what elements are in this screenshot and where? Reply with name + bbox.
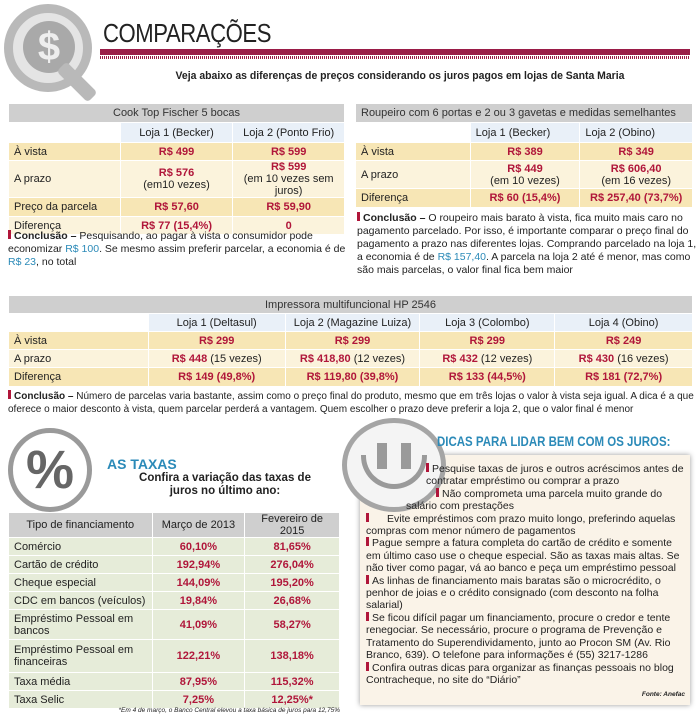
table-row: À vista R$ 389 R$ 349 bbox=[355, 142, 693, 161]
table-row: CDC em bancos (veículos) 19,84% 26,68% bbox=[8, 591, 340, 610]
table-title: Roupeiro com 6 portas e 2 ou 3 gavetas e… bbox=[355, 103, 693, 123]
table-row: Diferença R$ 77 (15,4%) 0 bbox=[8, 216, 345, 235]
store-header: Loja 1 (Becker) bbox=[469, 122, 581, 143]
table-row: Empréstimo Pessoal em bancos 41,09% 58,27% bbox=[8, 609, 340, 640]
list-item: As linhas de financiamento mais baratas … bbox=[366, 574, 661, 612]
title-rule bbox=[100, 49, 690, 55]
store-header: Loja 2 (Magazine Luiza) bbox=[284, 313, 421, 332]
title-stripe bbox=[100, 56, 690, 59]
table-row: Cheque especial 144,09% 195,20% bbox=[8, 573, 340, 592]
source: Fonte: Anefac bbox=[641, 691, 685, 698]
store-header: Loja 1 (Becker) bbox=[119, 122, 234, 143]
list-item: Pague sempre a fatura completa do cartão… bbox=[366, 537, 680, 575]
table-row: Comércio 60,10% 81,65% bbox=[8, 537, 340, 556]
list-item: Se ficou difícil pagar um financiamento,… bbox=[366, 611, 671, 662]
page-subtitle: Veja abaixo as diferenças de preços cons… bbox=[175, 70, 625, 82]
cooktop-conclusion: Conclusão – Pesquisando, ao pagar à vist… bbox=[8, 230, 346, 268]
store-header: Loja 2 (Ponto Frio) bbox=[232, 122, 345, 143]
list-item: Não comprometa uma parcela muito grande … bbox=[406, 487, 663, 513]
table-row: Cartão de crédito 192,94% 276,04% bbox=[8, 555, 340, 574]
table-row: A prazo R$ 449 (em 10 vezes) R$ 606,40 (em… bbox=[355, 160, 693, 189]
table-title: Cook Top Fischer 5 bocas bbox=[8, 103, 345, 123]
table-row: Taxa média 87,95% 115,32% bbox=[8, 672, 340, 691]
table-row: Diferença R$ 60 (15,4%) R$ 257,40 (73,7%) bbox=[355, 188, 693, 208]
impressora-table: Impressora multifuncional HP 2546 Loja 1… bbox=[8, 295, 693, 387]
roupeiro-table: Roupeiro com 6 portas e 2 ou 3 gavetas e… bbox=[355, 103, 693, 208]
list-item: Confira outras dicas para organizar as f… bbox=[366, 661, 674, 686]
taxas-table: Tipo de financiamento Março de 2013 Fevere… bbox=[8, 512, 340, 709]
list-item: Pesquise taxas de juros e outros acrésci… bbox=[426, 463, 684, 488]
table-row: Empréstimo Pessoal em financeiras 122,21%… bbox=[8, 639, 340, 673]
store-header: Loja 3 (Colombo) bbox=[419, 313, 556, 332]
dicas-title: DICAS PARA LIDAR BEM COM OS JUROS: bbox=[437, 433, 671, 449]
table-row: À vista R$ 499 R$ 599 bbox=[8, 142, 345, 161]
page-title: COMPARAÇÕES bbox=[103, 18, 272, 48]
table-row: Diferença R$ 149 (49,8%) R$ 119,80 (39,8%… bbox=[8, 367, 693, 387]
table-row: Taxa Selic 7,25% 12,25%* bbox=[8, 690, 340, 709]
cooktop-table: Cook Top Fischer 5 bocas Loja 1 (Becker)… bbox=[8, 103, 345, 235]
taxas-subtitle: Confira a variação das taxas de juros no… bbox=[139, 472, 311, 497]
store-header: Loja 4 (Obino) bbox=[554, 313, 693, 332]
table-title: Impressora multifuncional HP 2546 bbox=[8, 295, 693, 314]
table-row: A prazo R$ 448 (15 vezes) R$ 418,80 (12 … bbox=[8, 349, 693, 368]
percent-icon: % bbox=[8, 428, 92, 512]
store-header: Loja 1 (Deltasul) bbox=[147, 313, 286, 332]
table-row: À vista R$ 299 R$ 299 R$ 299 R$ 249 bbox=[8, 331, 693, 350]
table-row: A prazo R$ 576 (em10 vezes) R$ 599 (em 10 … bbox=[8, 160, 345, 198]
list-item: Evite empréstimos com prazo muito longo,… bbox=[366, 512, 676, 538]
dicas-list: Pesquise taxas de juros e outros acrésci… bbox=[366, 463, 686, 686]
magnifier-dollar-icon: $ bbox=[4, 4, 92, 92]
roupeiro-conclusion: Conclusão – O roupeiro mais barato à vis… bbox=[357, 212, 697, 276]
impressora-conclusion: Conclusão – Número de parcelas varia bas… bbox=[8, 390, 694, 415]
taxas-footnote: *Em 4 de março, o Banco Central elevou a… bbox=[118, 707, 341, 714]
table-row: Preço da parcela R$ 57,60 R$ 59,90 bbox=[8, 197, 345, 217]
taxas-title: AS TAXAS bbox=[107, 456, 177, 472]
store-header: Loja 2 (Obino) bbox=[579, 122, 693, 143]
